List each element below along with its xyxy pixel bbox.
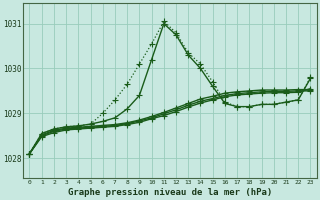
X-axis label: Graphe pression niveau de la mer (hPa): Graphe pression niveau de la mer (hPa) [68,188,272,197]
